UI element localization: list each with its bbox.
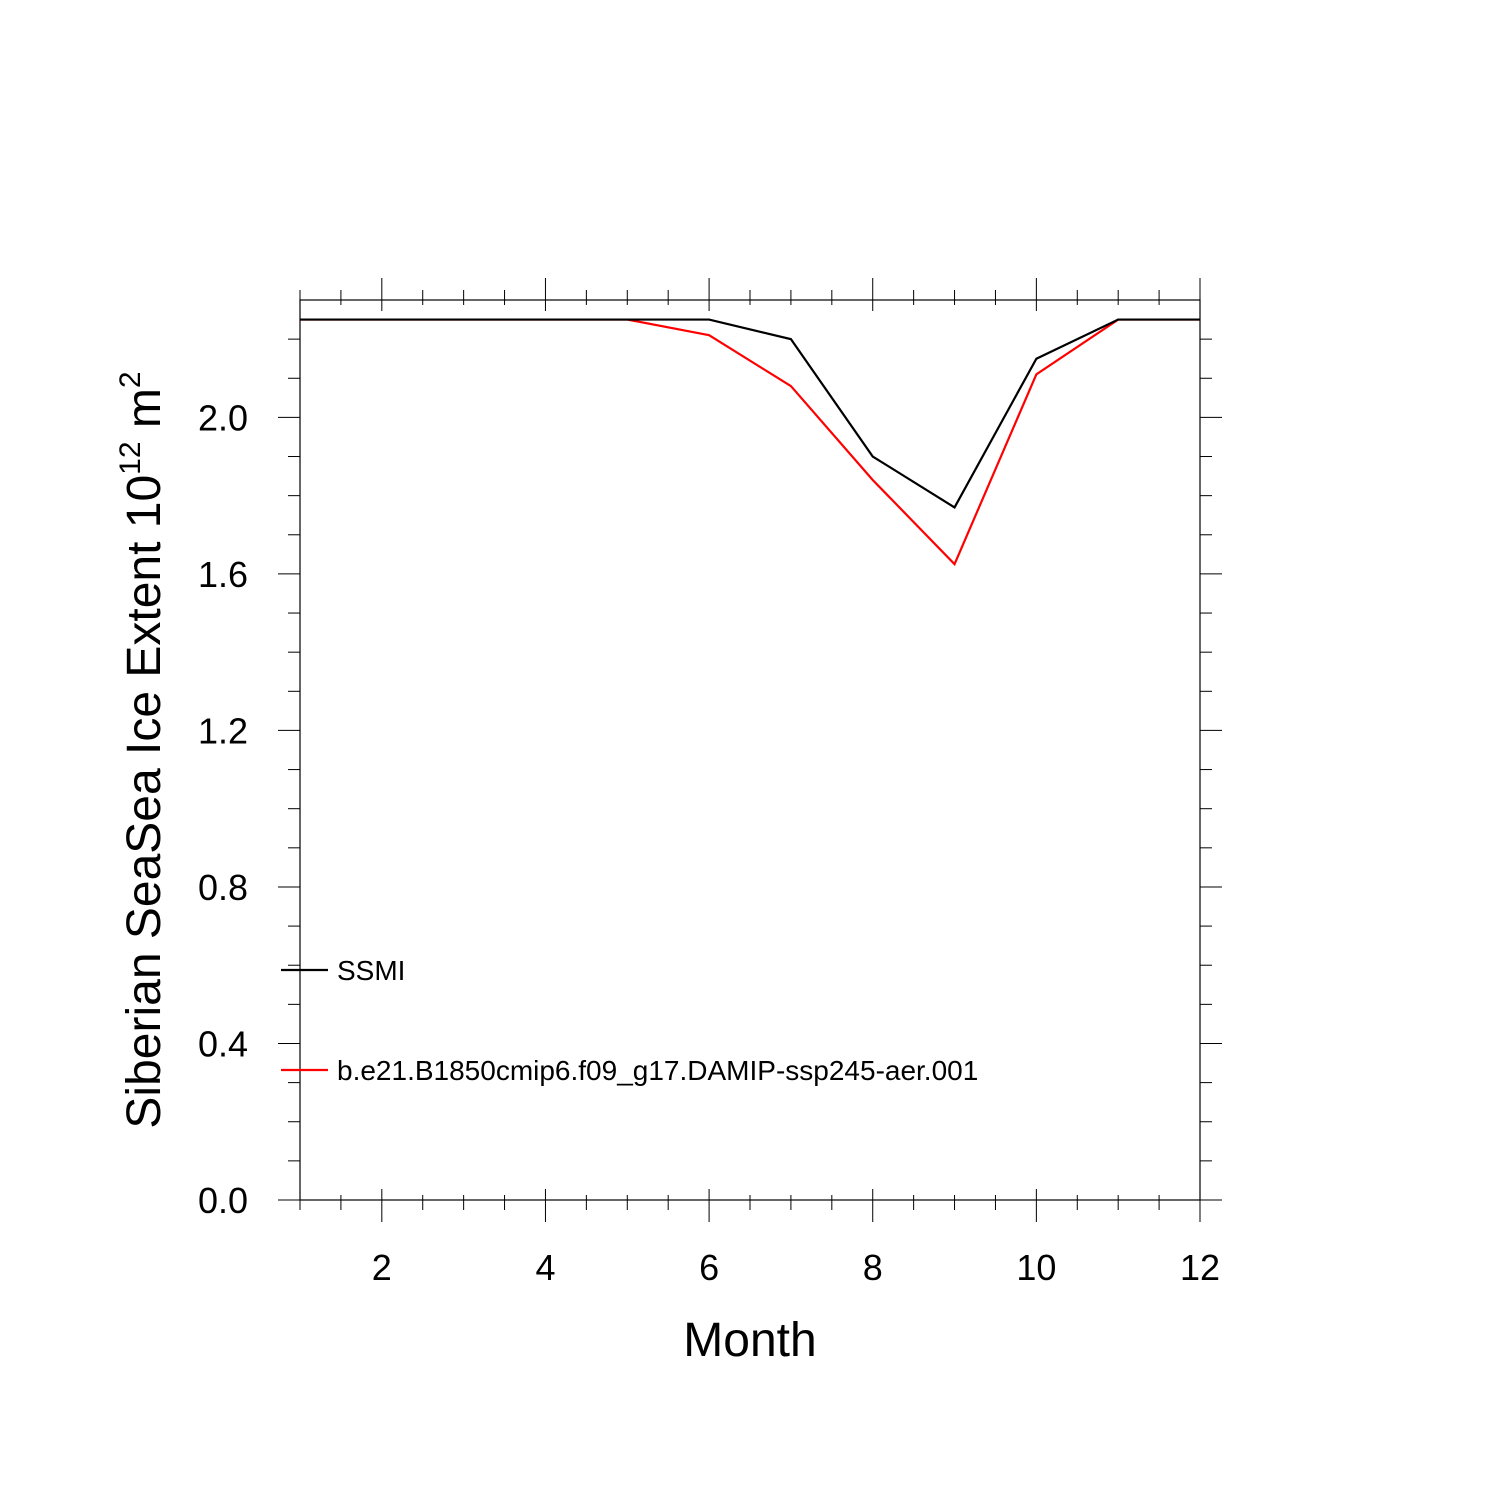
y-axis-title-exponent: 12 <box>114 441 147 474</box>
x-axis-ticks: 2 4 6 8 10 12 <box>299 278 1220 1288</box>
x-tick-label: 4 <box>535 1247 555 1288</box>
x-axis-title: Month <box>683 1314 816 1367</box>
legend-label: SSMI <box>337 955 405 986</box>
y-axis-title-unit-exponent: 2 <box>114 371 147 388</box>
x-tick-label: 6 <box>699 1247 719 1288</box>
y-axis-title-main: Siberian SeaSea Ice Extent 10 <box>118 475 171 1129</box>
x-tick-label: 8 <box>863 1247 883 1288</box>
series-layer <box>300 318 1200 567</box>
series-line-model <box>300 318 1200 567</box>
y-axis-title: Siberian SeaSea Ice Extent 1012 m2 <box>114 371 171 1128</box>
series-line-ssmi <box>300 318 1200 509</box>
y-axis-title-unit: m <box>118 388 171 441</box>
y-tick-label: 0.4 <box>198 1023 248 1064</box>
y-tick-label: 0.0 <box>198 1180 248 1221</box>
y-tick-label: 1.2 <box>198 710 248 751</box>
y-tick-label: 2.0 <box>198 397 248 438</box>
y-tick-label: 1.6 <box>198 554 248 595</box>
x-tick-label: 12 <box>1180 1247 1220 1288</box>
x-tick-label: 10 <box>1016 1247 1056 1288</box>
y-axis-ticks: 0.0 0.4 0.8 1.2 1.6 2.0 <box>198 338 1222 1221</box>
y-tick-label: 0.8 <box>198 867 248 908</box>
x-tick-label: 2 <box>372 1247 392 1288</box>
legend-label: b.e21.B1850cmip6.f09_g17.DAMIP-ssp245-ae… <box>337 1055 978 1086</box>
legend: SSMI b.e21.B1850cmip6.f09_g17.DAMIP-ssp24… <box>281 955 978 1086</box>
